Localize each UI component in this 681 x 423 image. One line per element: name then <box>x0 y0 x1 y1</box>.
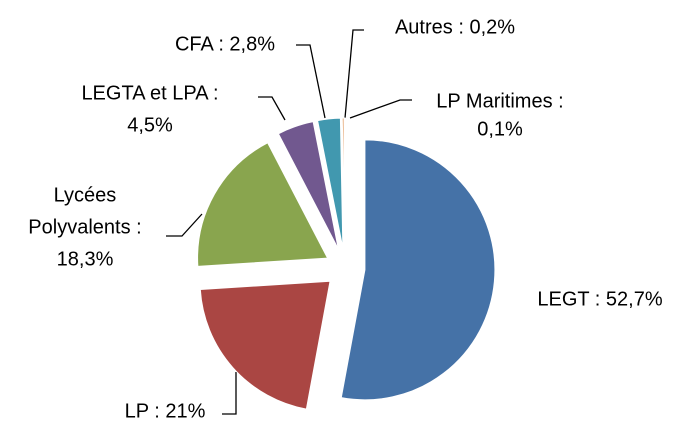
pie-slice <box>343 117 346 249</box>
pie-slice <box>317 117 344 249</box>
data-label: 4,5% <box>127 114 173 136</box>
data-label: LP Maritimes : <box>436 90 563 112</box>
pie-slice <box>277 121 339 250</box>
leader-line <box>296 44 326 119</box>
leader-line <box>344 29 364 119</box>
data-label: 0,1% <box>477 118 523 140</box>
data-label: LEGTA et LPA : <box>81 82 218 104</box>
leader-lines <box>166 29 412 415</box>
leader-line <box>222 372 237 415</box>
pie-slice <box>340 139 496 401</box>
leader-line <box>258 96 286 121</box>
leader-line <box>166 213 203 237</box>
data-label: CFA : 2,8% <box>175 33 275 55</box>
data-label: Polyvalents : <box>28 216 141 238</box>
pie-slice <box>199 280 331 410</box>
data-label: LEGT : 52,7% <box>537 288 662 310</box>
data-label: Lycées <box>54 184 117 206</box>
data-label: LP : 21% <box>125 400 206 422</box>
data-label: Autres : 0,2% <box>395 16 515 38</box>
leader-line <box>349 99 412 119</box>
pie-slice <box>197 142 329 267</box>
data-label: 18,3% <box>57 248 114 270</box>
